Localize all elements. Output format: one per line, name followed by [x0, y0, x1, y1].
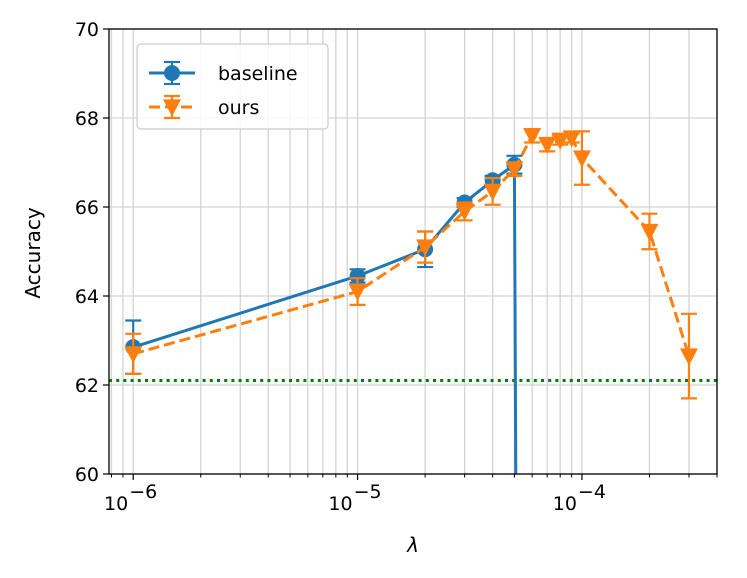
point-ours [505, 161, 524, 179]
x-tick-label: 10−6 [104, 481, 157, 515]
y-tick-label: 70 [75, 19, 99, 41]
point-ours [124, 346, 143, 364]
point-ours [348, 283, 367, 301]
y-tick-label: 60 [75, 464, 99, 486]
point-ours [551, 132, 570, 150]
point-ours [483, 183, 502, 201]
x-tick-label-exponent: −4 [578, 481, 606, 503]
series-ours [124, 128, 698, 400]
point-baseline [349, 267, 366, 284]
series-line-ours [132, 133, 691, 357]
plot-frame [108, 28, 718, 475]
point-ours [679, 348, 698, 366]
legend-marker [163, 99, 181, 117]
point-ours [538, 137, 557, 155]
point-ours [562, 130, 581, 148]
y-tick-label: 64 [75, 286, 99, 308]
x-tick-label-exponent: −6 [129, 481, 157, 503]
legend-marker [164, 65, 180, 81]
y-tick-label: 62 [75, 375, 99, 397]
legend-item-ours: ours [149, 94, 259, 120]
legend-label: ours [218, 97, 259, 119]
y-tick-label: 68 [75, 108, 99, 130]
series-layer [124, 128, 698, 474]
point-ours [416, 239, 435, 257]
point-ours [572, 150, 591, 168]
point-ours [455, 203, 474, 221]
y-tick-label: 66 [75, 197, 99, 219]
point-ours [640, 223, 659, 241]
plot-area [124, 128, 698, 474]
series-line-baseline [132, 161, 518, 474]
x-tick-label: 10−5 [328, 481, 381, 515]
x-axis-label: λ [406, 533, 419, 557]
x-tick-label-base: 10 [104, 493, 128, 515]
y-axis-label: Accuracy [21, 207, 45, 298]
point-ours [523, 128, 542, 146]
x-tick-label: 10−4 [553, 481, 606, 515]
x-tick-label-base: 10 [328, 493, 352, 515]
x-tick-label-base: 10 [553, 493, 577, 515]
legend: baseline ours [136, 43, 329, 130]
legend-label: baseline [218, 63, 298, 85]
x-tick-label-exponent: −5 [354, 481, 382, 503]
legend-item-baseline: baseline [149, 60, 298, 86]
